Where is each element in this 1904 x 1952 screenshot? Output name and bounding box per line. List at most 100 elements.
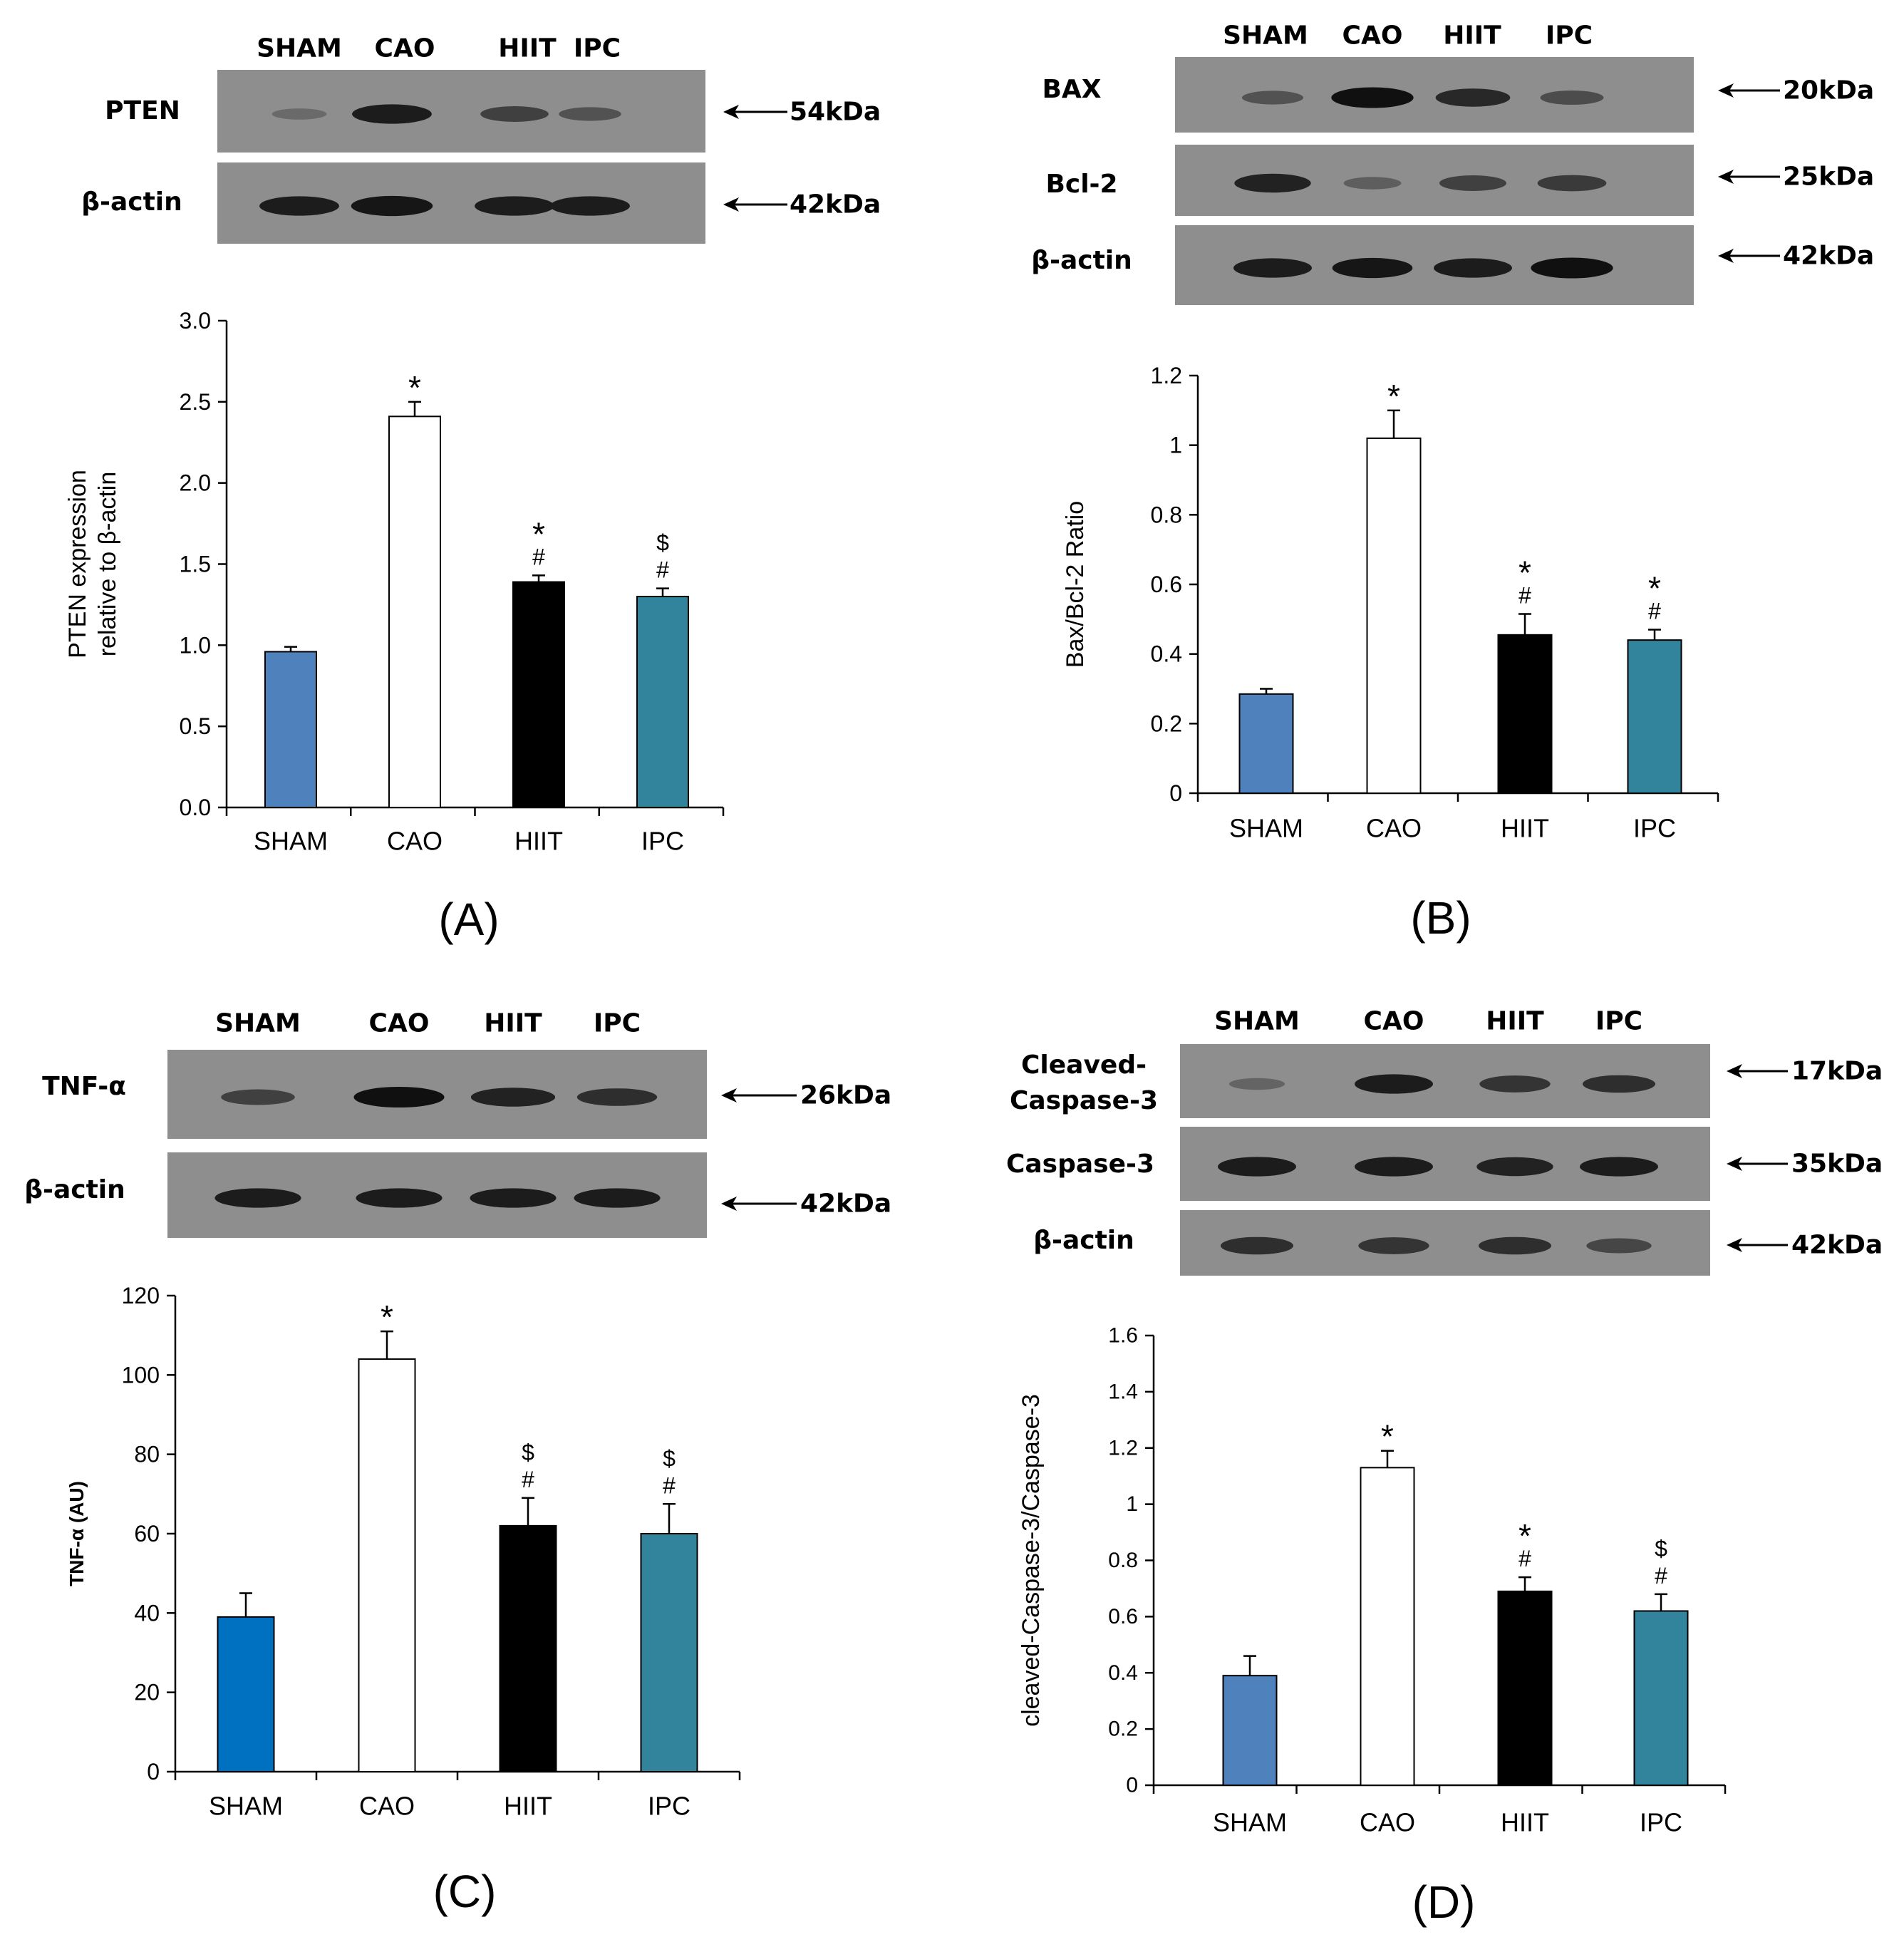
- significance-marker: #: [1518, 583, 1531, 609]
- blot-size-label: 35kDa: [1791, 1150, 1883, 1179]
- blot-band: [351, 195, 433, 217]
- x-category-label: IPC: [641, 827, 684, 856]
- panel-label: (C): [433, 1866, 497, 1917]
- x-category-label: HIIT: [1501, 1808, 1549, 1837]
- x-category-label: IPC: [1633, 814, 1676, 843]
- blot-band: [353, 1086, 445, 1108]
- blot-lane-label: CAO: [1342, 21, 1403, 51]
- blot-band: [1478, 1236, 1552, 1255]
- blot-lane-label: IPC: [1595, 1007, 1642, 1036]
- y-tick-label: 2.5: [180, 389, 211, 415]
- blot-lane-label: HIIT: [498, 34, 557, 63]
- y-tick-label: 0.2: [1151, 711, 1182, 736]
- blot-protein-label: β-actin: [1033, 1226, 1134, 1255]
- y-tick-label: 40: [134, 1600, 160, 1626]
- blot-lane-label: HIIT: [1486, 1007, 1544, 1036]
- blot-protein-label: Caspase-3: [1006, 1150, 1154, 1179]
- bar: [1497, 1590, 1553, 1786]
- blot-band: [1476, 1157, 1553, 1177]
- blot-size-label: 54kDa: [790, 98, 881, 127]
- x-category-label: SHAM: [1229, 814, 1303, 843]
- blot-band: [1241, 91, 1304, 105]
- panel-label: (D): [1412, 1876, 1476, 1928]
- bar: [512, 581, 565, 808]
- y-tick-label: 1.0: [180, 632, 211, 658]
- x-category-label: IPC: [1640, 1808, 1682, 1837]
- blot-size-label: 42kDa: [790, 190, 881, 220]
- significance-marker: #: [1648, 598, 1661, 624]
- blot-band: [271, 108, 327, 120]
- blot-arrow-head: [1718, 249, 1734, 263]
- bar: [499, 1524, 557, 1772]
- blot-lane-label: CAO: [369, 1009, 430, 1038]
- significance-marker: *: [1387, 378, 1400, 415]
- bar: [388, 415, 441, 808]
- y-tick-label: 1.2: [1151, 363, 1182, 388]
- bar: [640, 1533, 698, 1772]
- blot-size-label: 26kDa: [800, 1081, 891, 1110]
- blot-band: [214, 1188, 301, 1208]
- blot-band: [1354, 1074, 1434, 1094]
- blot-lane-label: IPC: [574, 34, 621, 63]
- significance-marker: #: [522, 1467, 534, 1492]
- blot-band: [1220, 1236, 1294, 1255]
- blot-lane-label: SHAM: [257, 34, 342, 63]
- bar: [264, 651, 317, 808]
- y-tick-label: 0: [1169, 780, 1182, 806]
- blot-band: [1435, 88, 1511, 107]
- figure-panel-svg: SHAM CAO HIIT IPC TNF-α 26kDa β-actin 42kDa 0 20 4…: [24, 1009, 891, 1918]
- significance-marker: *: [532, 515, 545, 552]
- blot-band: [1579, 1157, 1659, 1177]
- blot-band: [1228, 1078, 1285, 1090]
- blot-arrow-head: [723, 105, 739, 119]
- y-tick-label: 0.4: [1151, 641, 1182, 667]
- blot-band: [259, 196, 339, 216]
- blot-size-label: 42kDa: [800, 1189, 891, 1219]
- y-tick-label: 0.6: [1108, 1605, 1138, 1628]
- significance-marker: *: [381, 1298, 393, 1336]
- y-tick-label: 100: [122, 1362, 160, 1388]
- figure-panel-svg: SHAM CAO HIIT IPC Cleaved-Caspase-3 17kDa Casp…: [1006, 1007, 1883, 1928]
- y-axis-label: cleaved-Caspase-3/Caspase-3: [1018, 1394, 1045, 1727]
- blot-band: [356, 1188, 443, 1208]
- panel-label: (B): [1410, 892, 1471, 944]
- y-tick-label: 0.8: [1108, 1549, 1138, 1572]
- y-tick-label: 0.8: [1151, 502, 1182, 527]
- x-category-label: CAO: [1366, 814, 1422, 843]
- blot-protein-label: β-actin: [81, 187, 182, 217]
- y-tick-label: 0.2: [1108, 1718, 1138, 1741]
- y-axis-label: PTEN expression relative to β-actin: [64, 470, 121, 659]
- blot-size-label: 42kDa: [1791, 1231, 1883, 1260]
- significance-marker: *: [408, 369, 421, 406]
- bar: [1633, 1610, 1689, 1786]
- panel-a: SHAM CAO HIIT IPC PTEN 54kDa β-actin 42kDa 0.0 0.…: [0, 0, 952, 976]
- blot-lane-label: HIIT: [484, 1009, 542, 1038]
- blot-protein-label: β-actin: [24, 1175, 125, 1204]
- figure-panel-svg: SHAM CAO HIIT IPC PTEN 54kDa β-actin 42kDa 0.0 0.…: [64, 34, 881, 946]
- y-tick-label: 20: [134, 1680, 160, 1705]
- x-category-label: HIIT: [514, 827, 563, 856]
- blot-lane-label: SHAM: [1214, 1007, 1300, 1036]
- significance-marker: *: [1381, 1418, 1394, 1455]
- y-tick-label: 1.2: [1108, 1436, 1138, 1460]
- blot-arrow-head: [1718, 170, 1734, 184]
- blot-protein-label: β-actin: [1031, 246, 1132, 275]
- bar: [636, 596, 689, 808]
- bar: [1366, 437, 1422, 795]
- blot-size-label: 25kDa: [1783, 162, 1874, 192]
- blot-band: [550, 196, 630, 216]
- blot-lane-label: IPC: [1546, 21, 1593, 51]
- x-category-label: CAO: [359, 1792, 415, 1821]
- blot-band: [1582, 1075, 1656, 1093]
- blot-arrow-head: [1727, 1064, 1742, 1078]
- significance-marker: #: [1518, 1546, 1531, 1571]
- bar: [1238, 693, 1294, 795]
- significance-marker: $: [522, 1440, 534, 1465]
- panel-label: (A): [438, 894, 499, 945]
- x-category-label: HIIT: [504, 1792, 552, 1821]
- y-tick-label: 1: [1169, 433, 1182, 458]
- blot-lane-label: SHAM: [215, 1009, 301, 1038]
- blot-band: [1531, 257, 1613, 279]
- y-tick-label: 0: [1126, 1774, 1138, 1797]
- y-tick-label: 3.0: [180, 308, 211, 334]
